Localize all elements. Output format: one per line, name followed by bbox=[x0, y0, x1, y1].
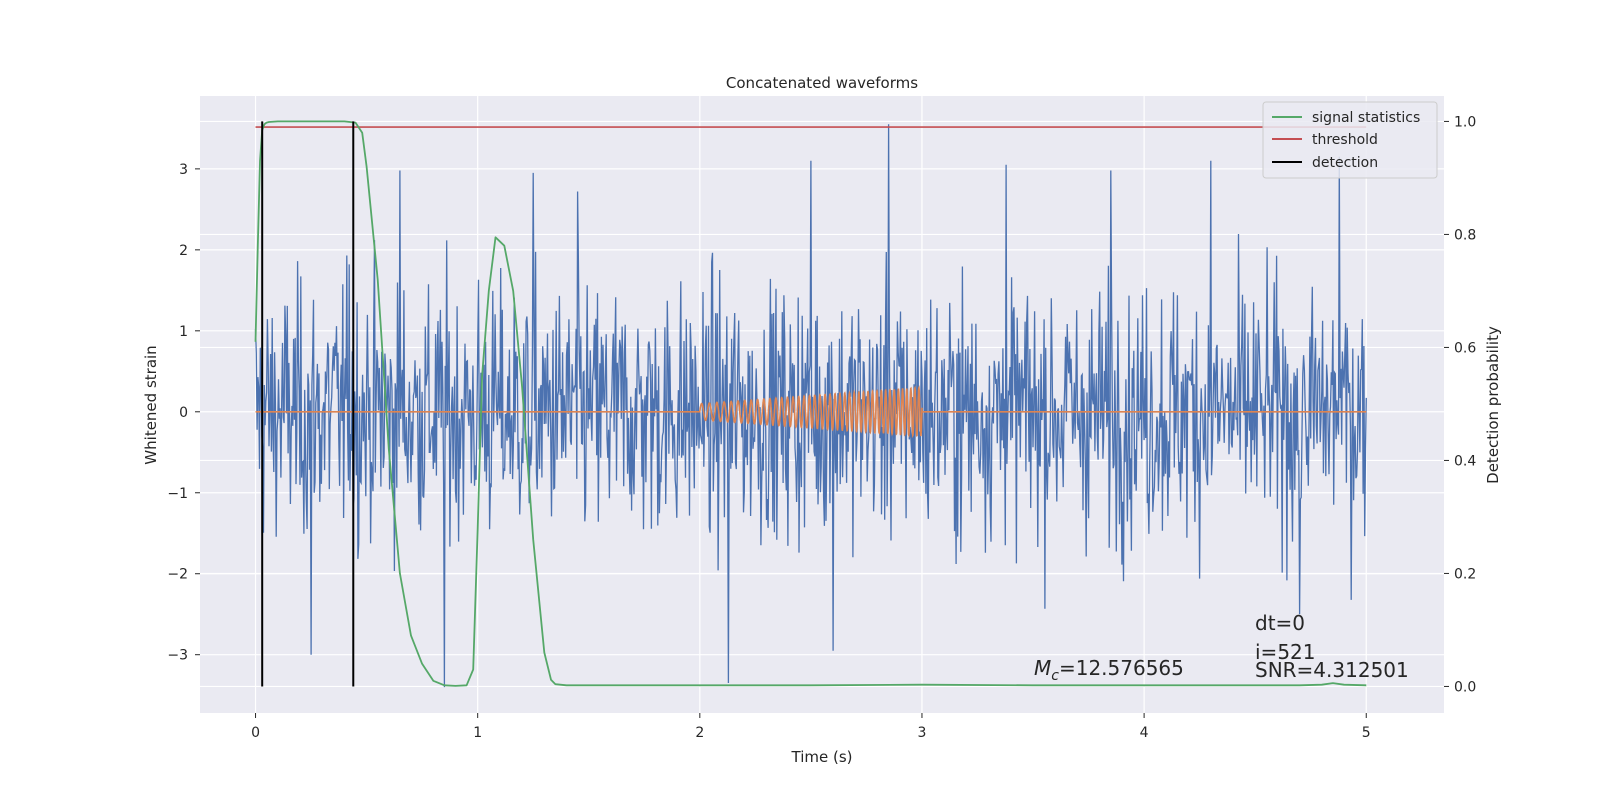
y-right-tick-label: 0.6 bbox=[1454, 340, 1476, 356]
y-tick-label: 1 bbox=[179, 324, 188, 340]
x-tick-label: 1 bbox=[473, 725, 482, 741]
injection-series bbox=[255, 385, 1367, 439]
y-right-tick-label: 1.0 bbox=[1454, 114, 1476, 130]
legend-label-detection: detection bbox=[1312, 155, 1378, 171]
ticks: 0 1 2 3 4 5 −3 −2 −1 0 1 2 3 0.0 0.2 0.4 0.6 0.8 1.0 bbox=[167, 114, 1476, 741]
y-tick-label: −2 bbox=[167, 567, 188, 583]
y-right-tick-label: 0.2 bbox=[1454, 566, 1476, 582]
y-right-tick-label: 0.4 bbox=[1454, 453, 1476, 469]
x-tick-label: 5 bbox=[1362, 725, 1371, 741]
legend-label-threshold: threshold bbox=[1312, 132, 1378, 148]
legend: signal statistics threshold detection bbox=[1262, 101, 1438, 179]
x-tick-label: 2 bbox=[695, 725, 704, 741]
y-tick-label: 0 bbox=[179, 405, 188, 421]
x-tick-label: 3 bbox=[918, 725, 927, 741]
y-axis-label-right: Detection probability bbox=[1484, 326, 1502, 484]
legend-box bbox=[1262, 101, 1438, 179]
y-tick-label: 3 bbox=[179, 162, 188, 178]
annotation-mc: Mc=12.576565 bbox=[1034, 656, 1184, 684]
annotation-snr: SNR=4.312501 bbox=[1255, 658, 1409, 682]
legend-label-signal-statistics: signal statistics bbox=[1312, 110, 1420, 126]
y-right-tick-label: 0.8 bbox=[1454, 227, 1476, 243]
detection-lines bbox=[261, 121, 355, 687]
y-tick-label: 2 bbox=[179, 243, 188, 259]
y-tick-label: −1 bbox=[167, 486, 188, 502]
signal-statistics-line bbox=[254, 120, 1367, 687]
x-axis-label: Time (s) bbox=[791, 748, 853, 766]
strain-series bbox=[254, 124, 1367, 688]
chart-title: Concatenated waveforms bbox=[726, 74, 918, 92]
y-axis-label: Whitened strain bbox=[142, 345, 160, 464]
annotation-dt: dt=0 bbox=[1255, 611, 1305, 635]
annotation-mc-symbol: M bbox=[1034, 656, 1051, 680]
x-tick-label: 4 bbox=[1140, 725, 1149, 741]
annotation-mc-subscript: c bbox=[1051, 668, 1059, 684]
y-right-tick-label: 0.0 bbox=[1454, 679, 1476, 695]
injection-line bbox=[255, 385, 1367, 439]
annotation-i: i=521 bbox=[1255, 640, 1316, 664]
strain-line bbox=[254, 124, 1367, 688]
signal-statistics-series bbox=[254, 120, 1367, 687]
annotation-mc-value: =12.576565 bbox=[1059, 656, 1184, 680]
y-tick-label: −3 bbox=[167, 648, 188, 664]
x-tick-label: 0 bbox=[251, 725, 260, 741]
